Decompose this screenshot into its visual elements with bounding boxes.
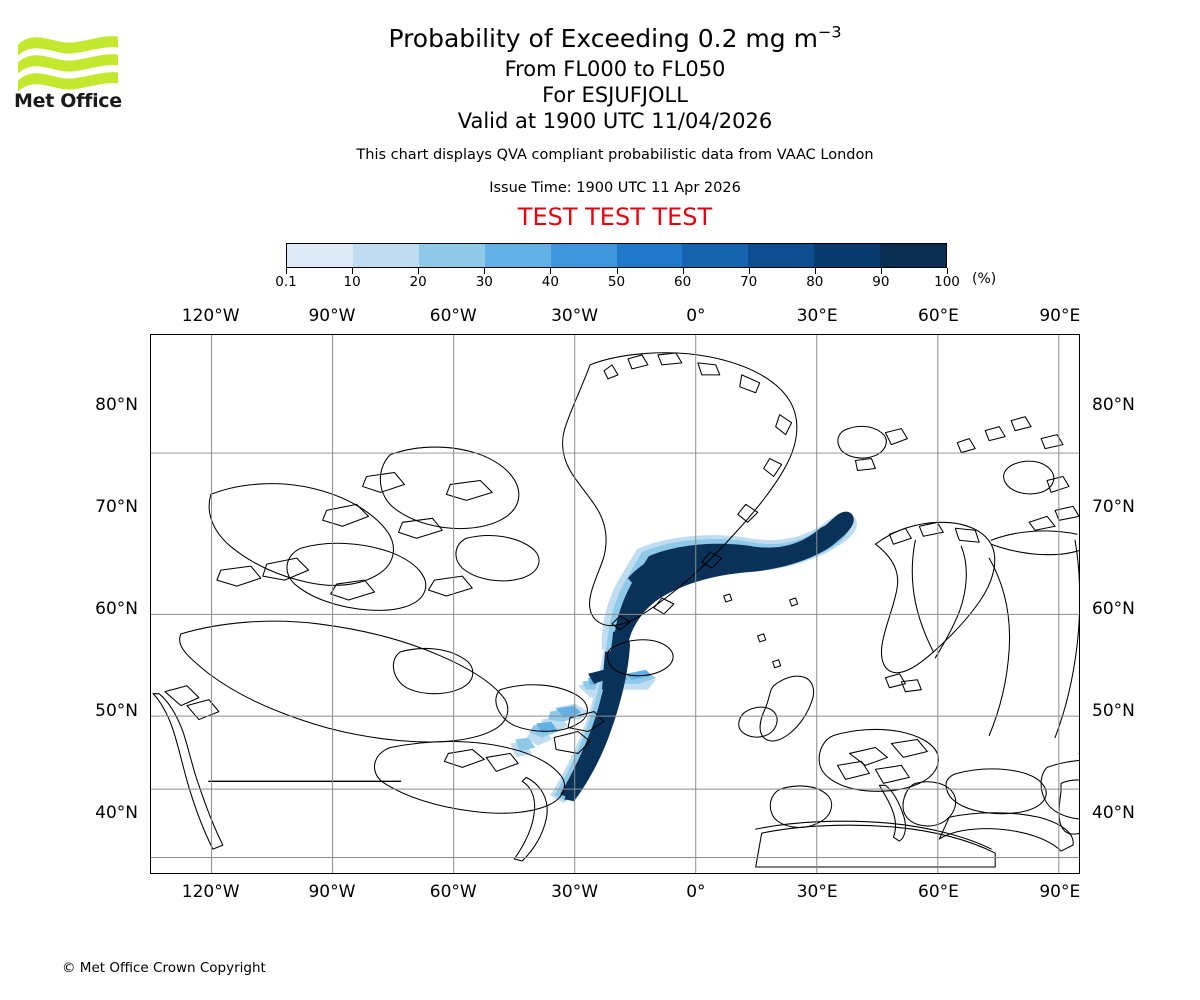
colorbar-segment-3 bbox=[484, 244, 551, 267]
colorbar-tick-10 bbox=[352, 268, 354, 274]
colorbar-segment-9 bbox=[880, 244, 947, 267]
colorbar-tick-20 bbox=[418, 268, 420, 274]
lat-tick-label-left-3: 50°N bbox=[95, 700, 138, 721]
colorbar-segment-8 bbox=[814, 244, 881, 267]
lat-tick-label-right-0: 80°N bbox=[1092, 395, 1135, 416]
volcano-line: For ESJUFJOLL bbox=[542, 83, 688, 107]
lon-tick-label-top-5: 30°E bbox=[796, 306, 838, 326]
lon-tick-label-bot-4: 0° bbox=[686, 882, 706, 902]
lat-tick-label-right-1: 70°N bbox=[1092, 497, 1135, 518]
colorbar-tick-100 bbox=[947, 268, 948, 274]
lon-tick-label-top-2: 60°W bbox=[429, 306, 477, 326]
colorbar-tick-label-20: 20 bbox=[409, 274, 427, 290]
probability-colorbar: 0.1 10 20 30 40 50 60 70 80 90 100 bbox=[275, 243, 960, 290]
page-title-text: Probability of Exceeding 0.2 mg m bbox=[388, 24, 818, 53]
issue-time-line: Issue Time: 1900 UTC 11 Apr 2026 bbox=[489, 180, 741, 196]
colorbar-tick-50 bbox=[616, 268, 618, 274]
colorbar-segment-6 bbox=[682, 244, 749, 267]
colorbar-tick-90 bbox=[880, 268, 882, 274]
colorbar-tick-label-10: 10 bbox=[343, 274, 361, 290]
lon-tick-label-bot-3: 30°W bbox=[551, 882, 599, 902]
colorbar-tick-label-90: 90 bbox=[872, 274, 890, 290]
copyright-notice: © Met Office Crown Copyright bbox=[62, 960, 266, 976]
lat-tick-label-right-3: 50°N bbox=[1092, 700, 1135, 721]
compliance-note: This chart displays QVA compliant probab… bbox=[356, 147, 874, 163]
lat-tick-label-right-4: 40°N bbox=[1092, 802, 1135, 823]
colorbar-tick-80 bbox=[814, 268, 816, 274]
colorbar-tick-label-70: 70 bbox=[740, 274, 758, 290]
colorbar-tick-0.1 bbox=[286, 268, 287, 274]
map-canvas bbox=[151, 335, 1079, 873]
lon-tick-label-bot-1: 90°W bbox=[308, 882, 356, 902]
lon-tick-label-bot-6: 60°E bbox=[918, 882, 959, 902]
colorbar-units-label: (%) bbox=[972, 271, 997, 287]
colorbar-tick-label-80: 80 bbox=[806, 274, 824, 290]
colorbar-tick-label-60: 60 bbox=[674, 274, 692, 290]
met-office-wordmark: Met Office bbox=[14, 90, 122, 112]
colorbar-tick-70 bbox=[748, 268, 750, 274]
ash-plume-core bbox=[560, 511, 854, 802]
lat-tick-label-left-0: 80°N bbox=[95, 395, 138, 416]
colorbar-segment-4 bbox=[550, 244, 617, 267]
valid-time-line: Valid at 1900 UTC 11/04/2026 bbox=[457, 109, 773, 133]
colorbar-segment-1 bbox=[352, 244, 419, 267]
colorbar-tick-60 bbox=[682, 268, 684, 274]
lon-tick-label-top-3: 30°W bbox=[551, 306, 599, 326]
colorbar-tick-label-30: 30 bbox=[475, 274, 493, 290]
colorbar-segment-2 bbox=[418, 244, 485, 267]
colorbar-tick-40 bbox=[550, 268, 552, 274]
coastlines bbox=[152, 352, 1079, 868]
lon-tick-label-bot-5: 30°E bbox=[796, 882, 838, 902]
test-banner: TEST TEST TEST bbox=[517, 203, 713, 231]
lon-tick-label-top-4: 0° bbox=[686, 306, 706, 326]
lon-tick-label-bot-2: 60°W bbox=[429, 882, 477, 902]
lat-tick-label-right-2: 60°N bbox=[1092, 599, 1135, 620]
page-title-exponent: −3 bbox=[817, 22, 842, 42]
page-title: Probability of Exceeding 0.2 mg m−3 bbox=[150, 22, 1080, 56]
colorbar-segment-0 bbox=[287, 244, 353, 267]
lat-tick-label-left-1: 70°N bbox=[95, 497, 138, 518]
colorbar-tick-30 bbox=[484, 268, 486, 274]
lat-tick-label-left-4: 40°N bbox=[95, 802, 138, 823]
colorbar-tick-label-40: 40 bbox=[541, 274, 559, 290]
map-panel[interactable] bbox=[150, 334, 1080, 874]
map-gridlines bbox=[151, 335, 1079, 873]
chart-header: Probability of Exceeding 0.2 mg m−3 From… bbox=[150, 22, 1080, 232]
flight-level-line: From FL000 to FL050 bbox=[504, 57, 726, 81]
colorbar-segment-7 bbox=[748, 244, 815, 267]
lon-tick-label-bot-0: 120°W bbox=[181, 882, 240, 902]
met-office-logo bbox=[18, 36, 118, 92]
lon-tick-label-top-6: 60°E bbox=[918, 306, 959, 326]
colorbar-gradient bbox=[286, 243, 947, 268]
colorbar-tick-label-0.1: 0.1 bbox=[275, 274, 297, 290]
lon-tick-label-bot-7: 90°E bbox=[1039, 882, 1081, 902]
colorbar-tick-label-100: 100 bbox=[934, 274, 960, 290]
lon-tick-label-top-7: 90°E bbox=[1039, 306, 1081, 326]
colorbar-segment-5 bbox=[616, 244, 683, 267]
lon-tick-label-top-1: 90°W bbox=[308, 306, 356, 326]
colorbar-tick-label-50: 50 bbox=[607, 274, 626, 290]
lon-tick-label-top-0: 120°W bbox=[181, 306, 240, 326]
lat-tick-label-left-2: 60°N bbox=[95, 599, 138, 620]
